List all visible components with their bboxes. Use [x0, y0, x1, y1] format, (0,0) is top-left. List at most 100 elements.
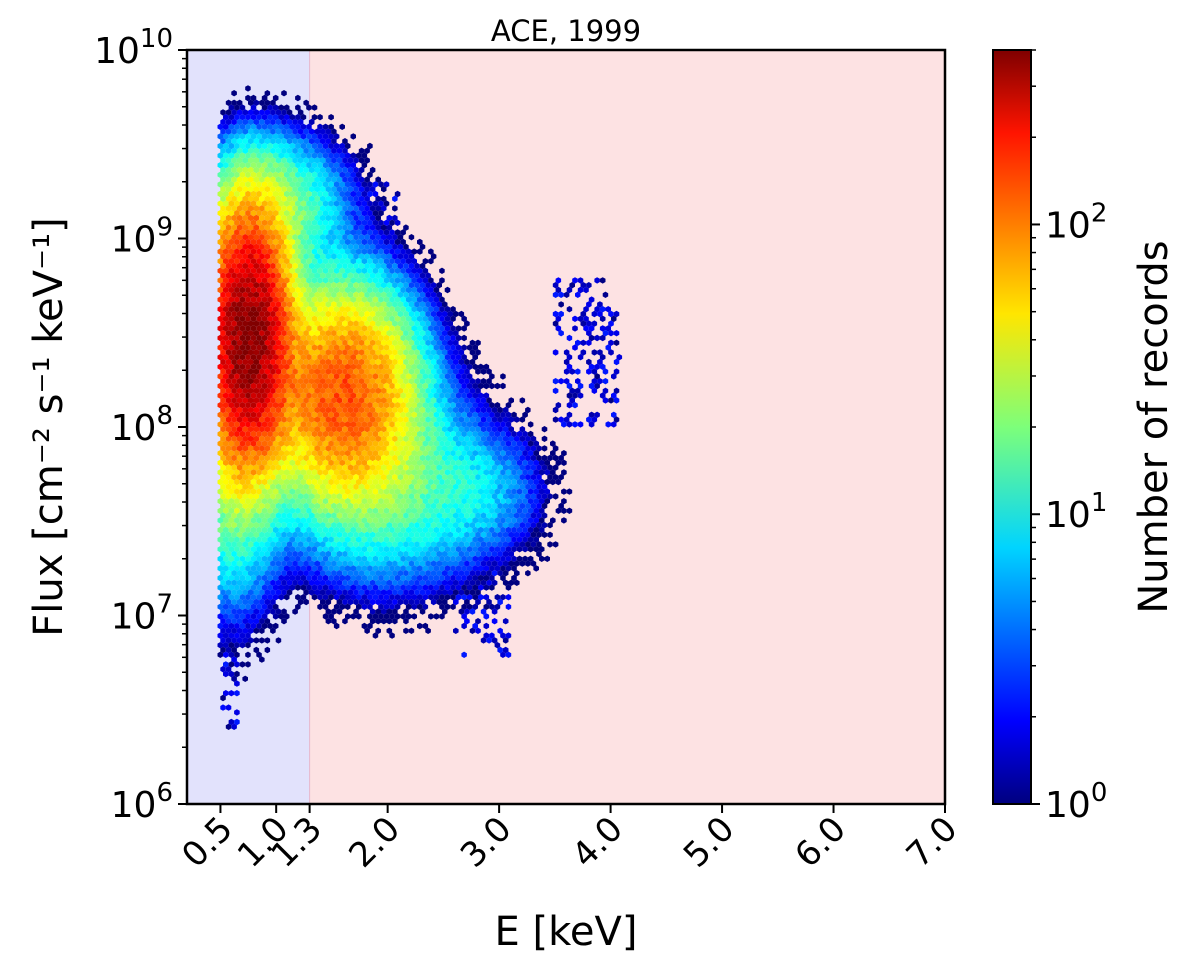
hexbin-cell: [336, 147, 343, 154]
hexbin-cell: [411, 363, 417, 370]
hexbin-cell: [278, 190, 284, 198]
hexbin-cell: [320, 138, 326, 145]
hexbin-cell: [347, 166, 354, 174]
hexbin-cell: [270, 349, 276, 356]
hexbin-cell: [223, 210, 229, 217]
hexbin-cell: [225, 195, 232, 202]
hexbin-cell: [417, 373, 423, 380]
hexbin-cell: [430, 378, 437, 385]
hexbin-cell: [389, 267, 395, 274]
hexbin-cell: [320, 272, 326, 279]
hexbin-cell: [586, 282, 592, 289]
hexbin-cell: [328, 334, 334, 342]
hexbin-cell: [259, 166, 265, 174]
hexbin-cell: [250, 181, 257, 188]
hexbin-cell: [450, 363, 456, 370]
hexbin-cell: [234, 104, 240, 111]
hexbin-cell: [239, 200, 246, 207]
hexbin-cell: [297, 176, 304, 183]
hexbin-cell: [320, 234, 326, 241]
hexbin-cell: [347, 358, 354, 366]
hexbin-cell: [339, 267, 345, 274]
hexbin-cell: [475, 378, 481, 385]
hexbin-cell: [428, 392, 434, 399]
hexbin-cell: [433, 306, 440, 313]
hexbin-cell: [405, 354, 412, 361]
hexbin-cell: [408, 310, 415, 318]
hexbin-cell: [306, 162, 312, 169]
hexbin-cell: [403, 339, 409, 346]
hexbin-cell: [250, 171, 257, 178]
hexbin-cell: [328, 286, 334, 294]
hexbin-cell: [239, 382, 246, 390]
hexbin-cell: [231, 339, 237, 346]
hexbin-cell: [569, 387, 575, 394]
hexbin-cell: [455, 334, 462, 342]
hexbin-cell: [342, 176, 348, 183]
hexbin-cell: [378, 229, 384, 236]
hexbin-cell: [361, 267, 368, 274]
hexbin-cell: [253, 378, 260, 385]
hexbin-cell: [397, 378, 404, 385]
hexbin-cell: [231, 99, 237, 106]
hexbin-cell: [400, 363, 406, 370]
hexbin-cell: [286, 186, 293, 193]
hexbin-cell: [220, 138, 226, 145]
hexbin-cell: [225, 205, 232, 212]
hexbin-cell: [333, 133, 340, 140]
hexbin-cell: [358, 301, 365, 308]
hexbin-cell: [303, 195, 309, 202]
hexbin-cell: [333, 277, 340, 284]
hexbin-cell: [300, 392, 307, 399]
hexbin-cell: [475, 339, 481, 346]
hexbin-cell: [408, 272, 415, 279]
hexbin-cell: [325, 320, 332, 327]
hexbin-cell: [397, 358, 404, 366]
hexbin-cell: [381, 272, 387, 279]
hexbin-cell: [597, 349, 603, 356]
hexbin-cell: [220, 186, 226, 193]
hexbin-cell: [261, 382, 268, 390]
hexbin-cell: [220, 243, 226, 250]
hexbin-cell: [292, 128, 298, 135]
hexbin-cell: [414, 272, 420, 279]
hexbin-cell: [428, 296, 434, 303]
hexbin-cell: [242, 176, 248, 183]
hexbin-cell: [272, 373, 279, 380]
hexbin-cell: [417, 267, 423, 274]
hexbin-cell: [289, 286, 296, 294]
hexbin-cell: [281, 128, 287, 135]
hexbin-cell: [267, 296, 273, 303]
hexbin-cell: [350, 200, 356, 207]
hexbin-cell: [552, 349, 559, 356]
hexbin-cell: [242, 330, 248, 337]
hexbin-cell: [320, 176, 326, 183]
hexbin-cell: [286, 128, 293, 135]
hexbin-cell: [389, 373, 395, 380]
hexbin-cell: [347, 253, 354, 260]
hexbin-cell: [270, 368, 276, 375]
hexbin-cell: [469, 349, 476, 356]
hexbin-cell: [428, 344, 434, 351]
hexbin-cell: [322, 325, 329, 332]
hexbin-cell: [414, 262, 420, 270]
hexbin-cell: [311, 363, 318, 370]
hexbin-cell: [364, 205, 370, 212]
hexbin-cell: [580, 282, 587, 289]
hexbin-cell: [300, 210, 307, 217]
hexbin-cell: [378, 258, 384, 265]
hexbin-cell: [375, 358, 381, 366]
hexbin-cell: [295, 267, 301, 274]
hexbin-cell: [231, 272, 237, 279]
hexbin-cell: [419, 368, 426, 375]
hexbin-cell: [356, 363, 362, 370]
hexbin-cell: [436, 368, 442, 375]
hexbin-cell: [433, 315, 440, 322]
hexbin-cell: [217, 277, 223, 284]
hexbin-cell: [267, 277, 273, 284]
hexbin-cell: [264, 320, 271, 327]
hexbin-cell: [236, 310, 243, 318]
hexbin-cell: [223, 258, 229, 265]
hexbin-cell: [225, 243, 232, 250]
hexbin-cell: [608, 330, 614, 337]
